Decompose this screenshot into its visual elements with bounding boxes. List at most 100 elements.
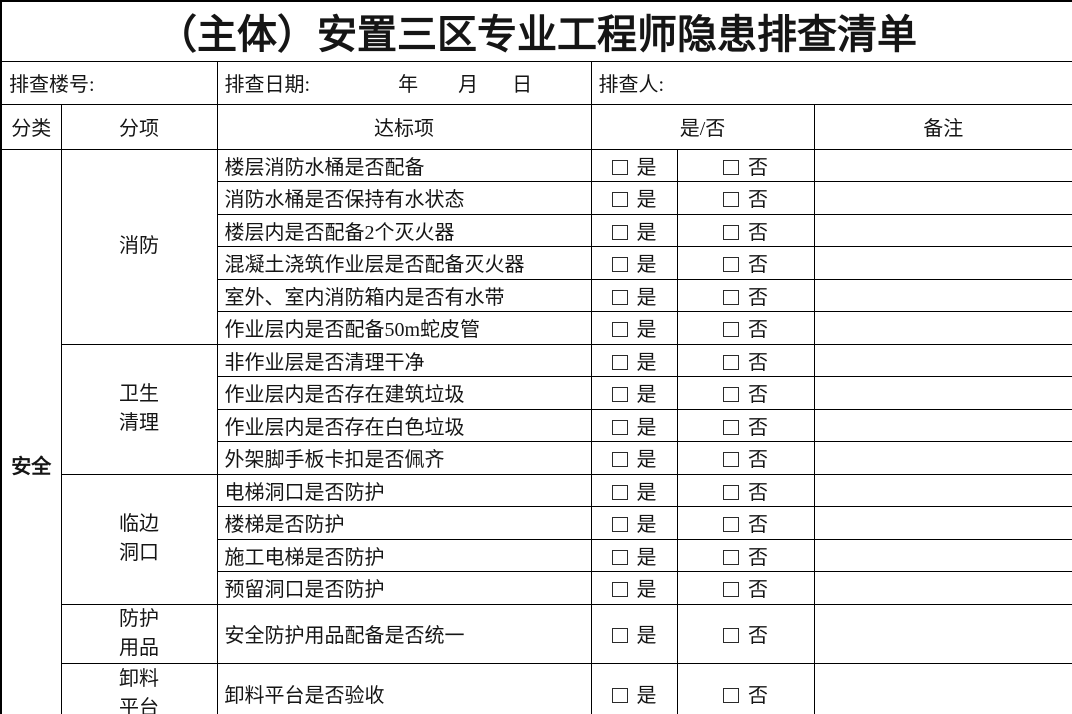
inspector-field[interactable]: 排查人: [590,60,1072,105]
checkbox-icon[interactable] [723,688,739,704]
checkbox-icon[interactable] [723,224,739,240]
no-checkbox-cell[interactable]: 否 [676,506,815,540]
no-checkbox-cell[interactable]: 否 [676,538,815,572]
checkbox-icon[interactable] [723,419,739,435]
remark-cell[interactable] [813,506,1072,540]
no-checkbox-cell[interactable]: 否 [676,246,815,280]
yes-checkbox-cell[interactable]: 是 [590,246,678,280]
checkbox-icon[interactable] [611,628,628,643]
no-checkbox-cell[interactable]: 否 [676,408,815,442]
no-checkbox-cell[interactable]: 否 [676,148,815,182]
checkbox-icon[interactable] [611,257,628,273]
remark-cell[interactable] [813,148,1072,182]
checkbox-icon[interactable] [723,192,739,208]
no-checkbox-cell[interactable]: 否 [676,376,815,410]
no-checkbox-cell[interactable]: 否 [676,662,815,714]
yes-checkbox-cell[interactable]: 是 [590,603,678,664]
yes-checkbox-cell[interactable]: 是 [590,473,678,507]
checkbox-icon[interactable] [723,322,739,338]
checkbox-icon[interactable] [723,289,739,305]
no-label: 否 [748,351,768,374]
no-checkbox-cell[interactable]: 否 [676,473,815,507]
checkbox-icon[interactable] [611,224,628,240]
building-number-field[interactable]: 排查楼号: [0,60,218,105]
criteria-cell: 作业层内是否存在建筑垃圾 [216,376,592,410]
yes-checkbox-cell[interactable]: 是 [590,662,678,714]
checkbox-icon[interactable] [611,517,628,533]
remark-cell[interactable] [813,343,1072,377]
remark-cell[interactable] [813,441,1072,475]
checkbox-icon[interactable] [611,192,628,208]
yes-checkbox-cell[interactable]: 是 [590,311,678,345]
checkbox-icon[interactable] [611,387,628,403]
no-checkbox-cell[interactable]: 否 [676,213,815,247]
remark-cell[interactable] [813,278,1072,312]
checkbox-icon[interactable] [611,354,628,370]
checkbox-icon[interactable] [611,289,628,305]
yes-label: 是 [636,319,657,342]
remark-cell[interactable] [813,376,1072,410]
checkbox-icon[interactable] [723,628,739,643]
table-row: 消防水桶是否保持有水状态 是 否 [1,181,1072,215]
criteria-cell: 外架脚手板卡扣是否佩齐 [216,441,592,475]
checkbox-icon[interactable] [723,582,739,598]
yes-checkbox-cell[interactable]: 是 [590,181,678,215]
yes-label: 是 [636,546,657,569]
remark-cell[interactable] [813,246,1072,280]
checkbox-icon[interactable] [611,159,628,175]
remark-cell[interactable] [813,603,1072,664]
no-checkbox-cell[interactable]: 否 [676,603,815,664]
checkbox-icon[interactable] [723,354,739,370]
yes-checkbox-cell[interactable]: 是 [590,213,678,247]
remark-cell[interactable] [813,311,1072,345]
yes-checkbox-cell[interactable]: 是 [590,538,678,572]
table-row: 作业层内是否存在白色垃圾 是 否 [1,408,1072,442]
checkbox-icon[interactable] [723,549,739,565]
no-checkbox-cell[interactable]: 否 [676,278,815,312]
remark-cell[interactable] [813,662,1072,714]
category-cell-safety: 安全 [0,148,62,714]
checkbox-icon[interactable] [611,452,628,468]
checkbox-icon[interactable] [723,517,739,533]
yes-checkbox-cell[interactable]: 是 [590,571,678,605]
checkbox-icon[interactable] [611,322,628,338]
no-checkbox-cell[interactable]: 否 [676,181,815,215]
checkbox-icon[interactable] [611,419,628,435]
no-checkbox-cell[interactable]: 否 [676,311,815,345]
inspection-date-field[interactable]: 排查日期: 年 月 日 [216,60,592,105]
yes-checkbox-cell[interactable]: 是 [590,408,678,442]
no-label: 否 [748,156,768,179]
remark-cell[interactable] [813,571,1072,605]
remark-cell[interactable] [813,408,1072,442]
table-row: 室外、室内消防箱内是否有水带 是 否 [1,278,1072,312]
checkbox-icon[interactable] [611,688,628,704]
remark-cell[interactable] [813,213,1072,247]
remark-cell[interactable] [813,538,1072,572]
criteria-cell: 消防水桶是否保持有水状态 [216,181,592,215]
criteria-cell: 非作业层是否清理干净 [216,343,592,377]
yes-checkbox-cell[interactable]: 是 [590,148,678,182]
subitem-cell-fire: 消防 [60,148,218,345]
month-label: 月 [458,74,479,96]
yes-checkbox-cell[interactable]: 是 [590,506,678,540]
remark-cell[interactable] [813,473,1072,507]
yes-label: 是 [636,221,657,244]
checkbox-icon[interactable] [723,387,739,403]
checkbox-icon[interactable] [723,159,739,175]
checkbox-icon[interactable] [611,484,628,500]
column-header-remark: 备注 [813,103,1072,150]
checkbox-icon[interactable] [723,452,739,468]
checkbox-icon[interactable] [611,549,628,565]
no-checkbox-cell[interactable]: 否 [676,441,815,475]
no-checkbox-cell[interactable]: 否 [676,343,815,377]
no-checkbox-cell[interactable]: 否 [676,571,815,605]
yes-checkbox-cell[interactable]: 是 [590,343,678,377]
yes-checkbox-cell[interactable]: 是 [590,441,678,475]
checkbox-icon[interactable] [611,582,628,598]
yes-checkbox-cell[interactable]: 是 [590,376,678,410]
remark-cell[interactable] [813,181,1072,215]
yes-checkbox-cell[interactable]: 是 [590,278,678,312]
checkbox-icon[interactable] [723,484,739,500]
checkbox-icon[interactable] [723,257,739,273]
